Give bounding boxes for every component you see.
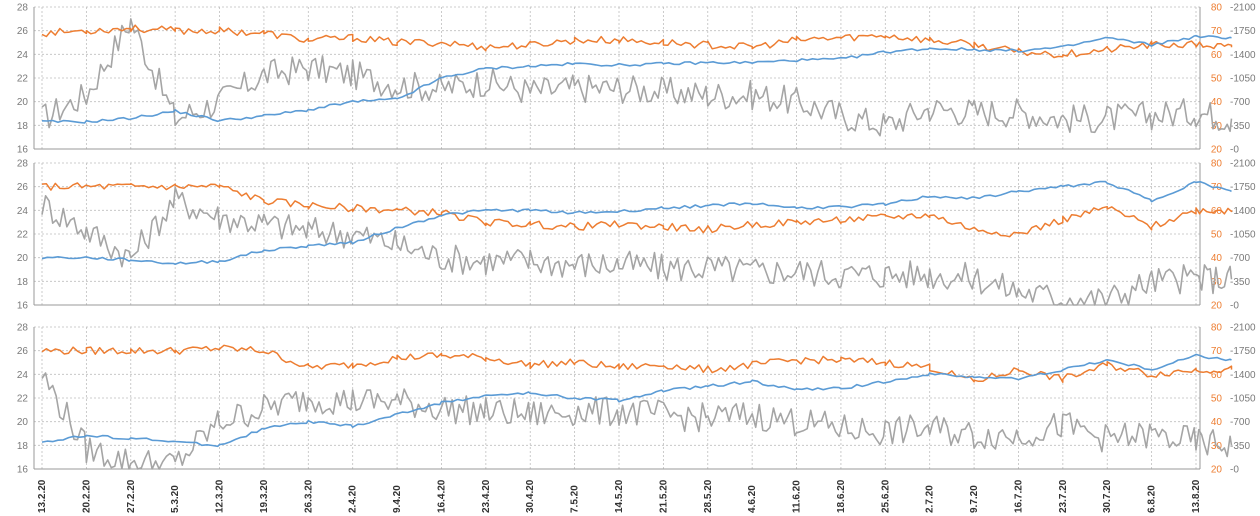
series-orange-line xyxy=(41,344,1233,383)
right-axis-orange-tick-label: 40 xyxy=(1211,97,1223,108)
left-axis-tick-label: 26 xyxy=(17,346,29,357)
left-axis-tick-label: 28 xyxy=(17,323,29,334)
left-axis-tick-label: 20 xyxy=(17,253,29,264)
x-axis-date-label: 2.4.20 xyxy=(348,485,359,513)
left-axis-tick-label: 18 xyxy=(17,441,29,452)
series-blue-line xyxy=(41,34,1232,124)
series-gray-line xyxy=(41,186,1233,306)
right-axis-gray-tick-label: -1400 xyxy=(1230,206,1256,217)
right-axis-gray-tick-label: -2100 xyxy=(1230,3,1256,14)
x-axis-date-label: 23.4.20 xyxy=(481,479,492,513)
x-axis-date-label: 27.2.20 xyxy=(126,479,137,513)
left-axis-tick-label: 24 xyxy=(17,206,29,217)
left-axis-tick-label: 16 xyxy=(17,301,29,312)
x-axis-date-label: 9.4.20 xyxy=(392,485,403,513)
right-axis-gray-tick-label: -1750 xyxy=(1230,26,1256,37)
right-axis-gray-tick-label: -2100 xyxy=(1230,159,1256,170)
x-axis-date-label: 9.7.20 xyxy=(969,485,980,513)
x-axis-date-label: 13.2.20 xyxy=(37,479,48,513)
x-axis-date-label: 25.6.20 xyxy=(880,479,891,513)
right-axis-gray-tick-label: -350 xyxy=(1230,441,1250,452)
left-axis-tick-label: 28 xyxy=(17,159,29,170)
x-axis-date-label: 12.3.20 xyxy=(215,479,226,513)
right-axis-orange-tick-label: 80 xyxy=(1211,3,1223,14)
x-axis-date-label: 18.6.20 xyxy=(836,479,847,513)
x-axis-date-label: 21.5.20 xyxy=(658,479,669,513)
right-axis-orange-tick-label: 20 xyxy=(1211,145,1223,156)
right-axis-orange-tick-label: 40 xyxy=(1211,253,1223,264)
right-axis-gray-tick-label: -1750 xyxy=(1230,346,1256,357)
left-axis-tick-label: 24 xyxy=(17,370,29,381)
x-axis-date-label: 4.6.20 xyxy=(747,485,758,513)
left-axis-tick-label: 20 xyxy=(17,417,29,428)
left-axis-tick-label: 22 xyxy=(17,74,29,85)
series-gray-line xyxy=(41,18,1233,137)
right-axis-orange-tick-label: 80 xyxy=(1211,159,1223,170)
series-blue-line xyxy=(41,353,1232,448)
right-axis-orange-tick-label: 50 xyxy=(1211,394,1223,405)
x-axis-date-label: 13.8.20 xyxy=(1191,479,1202,513)
right-axis-orange-tick-label: 50 xyxy=(1211,74,1223,85)
x-axis-date-label: 6.8.20 xyxy=(1147,485,1158,513)
right-axis-orange-tick-label: 40 xyxy=(1211,417,1223,428)
x-axis-date-label: 14.5.20 xyxy=(614,479,625,513)
left-axis-tick-label: 22 xyxy=(17,230,29,241)
left-axis-tick-label: 16 xyxy=(17,145,29,156)
left-axis-tick-label: 28 xyxy=(17,3,29,14)
right-axis-gray-tick-label: -350 xyxy=(1230,121,1250,132)
x-axis-date-label: 19.3.20 xyxy=(259,479,270,513)
right-axis-orange-tick-label: 70 xyxy=(1211,26,1223,37)
right-axis-gray-tick-label: -0 xyxy=(1230,301,1239,312)
x-axis-date-label: 23.7.20 xyxy=(1058,479,1069,513)
x-axis-date-label: 2.7.20 xyxy=(925,485,936,513)
left-axis-tick-label: 18 xyxy=(17,277,29,288)
right-axis-orange-tick-label: 20 xyxy=(1211,301,1223,312)
right-axis-gray-tick-label: -1050 xyxy=(1230,74,1256,85)
left-axis-tick-label: 24 xyxy=(17,50,29,61)
x-axis-date-label: 16.7.20 xyxy=(1013,479,1024,513)
x-axis-date-label: 20.2.20 xyxy=(81,479,92,513)
right-axis-gray-tick-label: -1050 xyxy=(1230,394,1256,405)
right-axis-gray-tick-label: -1400 xyxy=(1230,50,1256,61)
right-axis-gray-tick-label: -0 xyxy=(1230,465,1239,476)
x-axis-date-label: 16.4.20 xyxy=(436,479,447,513)
right-axis-orange-tick-label: 80 xyxy=(1211,323,1223,334)
right-axis-gray-tick-label: -0 xyxy=(1230,145,1239,156)
left-axis-tick-label: 20 xyxy=(17,97,29,108)
right-axis-gray-tick-label: -2100 xyxy=(1230,323,1256,334)
x-axis-date-label: 26.3.20 xyxy=(303,479,314,513)
right-axis-gray-tick-label: -1400 xyxy=(1230,370,1256,381)
right-axis-orange-tick-label: 30 xyxy=(1211,277,1223,288)
x-axis-date-label: 28.5.20 xyxy=(703,479,714,513)
right-axis-gray-tick-label: -700 xyxy=(1230,97,1250,108)
left-axis-tick-label: 22 xyxy=(17,394,29,405)
series-blue-line xyxy=(41,180,1232,266)
x-axis-date-label: 11.6.20 xyxy=(792,480,803,513)
right-axis-orange-tick-label: 60 xyxy=(1211,370,1223,381)
left-axis-tick-label: 18 xyxy=(17,121,29,132)
right-axis-orange-tick-label: 60 xyxy=(1211,50,1223,61)
x-axis-date-label: 30.4.20 xyxy=(525,479,536,513)
right-axis-gray-tick-label: -1750 xyxy=(1230,182,1256,193)
right-axis-gray-tick-label: -700 xyxy=(1230,417,1250,428)
series-gray-line xyxy=(41,372,1233,470)
x-axis-date-label: 30.7.20 xyxy=(1102,479,1113,513)
right-axis-orange-tick-label: 20 xyxy=(1211,465,1223,476)
right-axis-orange-tick-label: 50 xyxy=(1211,230,1223,241)
right-axis-orange-tick-label: 70 xyxy=(1211,346,1223,357)
left-axis-tick-label: 26 xyxy=(17,26,29,37)
x-axis-date-label: 7.5.20 xyxy=(570,485,581,513)
right-axis-gray-tick-label: -700 xyxy=(1230,253,1250,264)
right-axis-gray-tick-label: -350 xyxy=(1230,277,1250,288)
left-axis-tick-label: 16 xyxy=(17,465,29,476)
x-axis-date-label: 5.3.20 xyxy=(170,485,181,513)
series-orange-line xyxy=(41,24,1233,59)
series-orange-line xyxy=(41,182,1233,238)
right-axis-gray-tick-label: -1050 xyxy=(1230,230,1256,241)
left-axis-tick-label: 26 xyxy=(17,182,29,193)
